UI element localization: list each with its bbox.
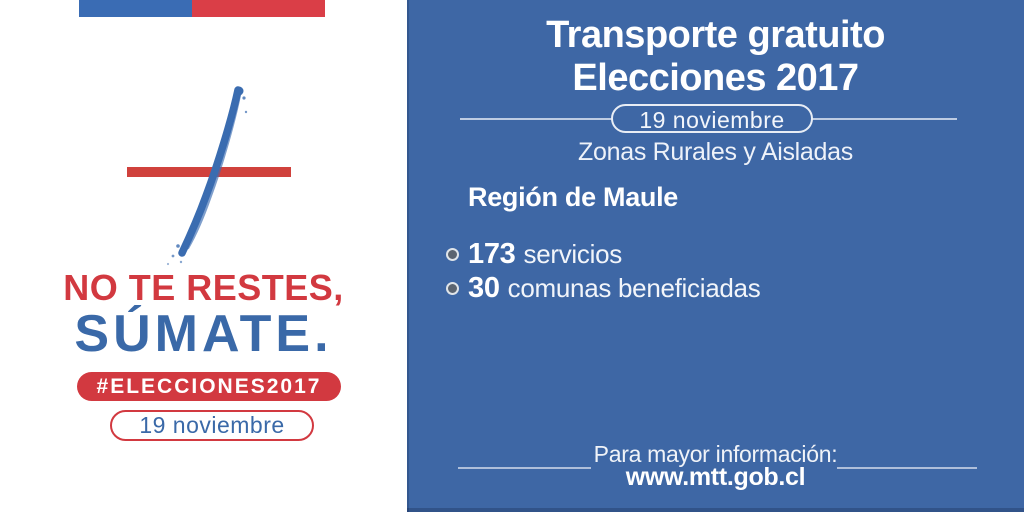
footer-website-link[interactable]: www.mtt.gob.cl [625, 463, 806, 491]
stat-row-comunas: 30 comunas beneficiadas [446, 271, 761, 305]
footer-divider-left [458, 467, 591, 469]
stat-row-servicios: 173 servicios [446, 237, 622, 271]
date-badge-right: 19 noviembre [611, 104, 813, 133]
bead-bullet-icon [446, 247, 459, 261]
minus-to-plus-brush-icon [127, 86, 291, 266]
hashtag-badge: #ELECCIONES2017 [77, 372, 341, 401]
stat-label: comunas beneficiadas [507, 272, 761, 303]
logo-bar-red-segment [192, 0, 325, 17]
stat-value: 30 [468, 271, 500, 304]
gobierno-logo-bar-icon [79, 0, 325, 17]
stat-value: 173 [468, 237, 516, 270]
main-title-line1: Transporte gratuito [546, 14, 885, 56]
region-title: Región de Maule [468, 182, 679, 212]
bead-bullet-icon [446, 281, 459, 295]
bottom-edge-shade [407, 508, 1024, 512]
campaign-headline-line2: SÚMATE. [74, 305, 333, 363]
left-panel: NO TE RESTES, SÚMATE. #ELECCIONES2017 19… [0, 0, 407, 512]
campaign-headline-line1: NO TE RESTES, [63, 267, 344, 308]
date-badge-left: 19 noviembre [110, 410, 314, 441]
footer-divider-right [837, 467, 977, 469]
footer-info-label: Para mayor información: [593, 441, 838, 467]
zones-subtitle: Zonas Rurales y Aisladas [578, 138, 853, 166]
right-panel: Transporte gratuito Elecciones 2017 19 n… [407, 0, 1024, 512]
main-title-line2: Elecciones 2017 [572, 57, 859, 99]
stat-label: servicios [523, 238, 623, 269]
hashtag-label: #ELECCIONES2017 [96, 375, 322, 398]
date-label-right: 19 noviembre [639, 107, 785, 133]
date-label-left: 19 noviembre [139, 412, 285, 438]
logo-bar-blue-segment [79, 0, 192, 17]
